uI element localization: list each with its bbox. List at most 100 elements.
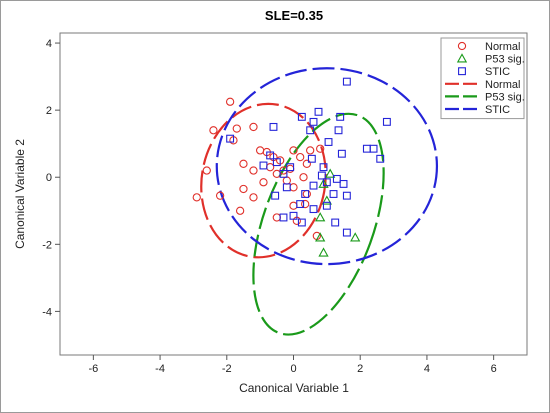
legend-label: P53 sig. [485,91,525,103]
ellipse-normal [200,102,327,259]
point-normal [215,191,225,200]
point-normal [225,97,235,106]
point-normal [259,178,268,187]
legend-label: STIC [485,66,510,78]
point-normal [255,146,265,155]
y-axis-label: Canonical Variable 2 [13,139,27,249]
point-stic [342,191,351,200]
point-p53-sig [321,195,332,205]
x-tick-label: -2 [222,363,232,375]
point-stic [266,151,275,160]
legend-item: Normal [457,41,520,53]
point-normal [302,159,311,168]
x-tick-label: 0 [290,363,296,375]
x-tick-label: 2 [357,363,363,375]
x-tick-label: -4 [155,363,165,375]
point-stic [297,218,306,227]
point-stic [279,213,288,222]
legend-marker-swatch [457,41,467,51]
point-stic [286,163,295,172]
point-stic [282,183,291,192]
x-axis-label: Canonical Variable 1 [239,381,349,395]
point-stic [272,158,281,167]
point-normal [239,184,248,194]
legend-marker-swatch [456,53,468,63]
point-stic [306,126,315,135]
point-stic [382,117,391,126]
y-tick-label: -4 [42,306,52,318]
point-stic [376,154,385,163]
legend-label: Normal [485,79,520,91]
point-normal [289,146,298,155]
point-stic [309,205,318,214]
y-tick-label: 4 [46,38,52,50]
legend-item: Normal [445,79,520,91]
legend-label: P53 sig. [485,54,525,66]
point-normal [202,166,211,175]
point-normal [235,206,245,215]
point-p53-sig [350,232,361,242]
point-stic [342,77,351,86]
ellipse-p53-sig [252,112,385,336]
point-normal [232,124,241,133]
point-normal [301,199,310,209]
legend-item: STIC [445,104,510,116]
point-p53-sig [315,212,326,222]
ellipse-stic [215,67,439,266]
x-tick-label: 4 [424,363,430,375]
point-normal [192,193,201,202]
point-normal [249,193,258,202]
point-stic [334,126,343,135]
legend-label: STIC [485,104,510,116]
y-tick-label: 2 [46,105,52,117]
points-layer [192,77,391,257]
point-p53-sig [318,247,329,257]
point-stic [279,169,288,178]
point-normal [299,173,308,182]
point-stic [336,112,345,121]
x-tick-label: 6 [491,363,497,375]
point-p53-sig [315,232,326,242]
point-stic [322,201,331,210]
point-stic [307,154,316,163]
point-stic [289,211,298,220]
point-stic [309,181,318,190]
point-stic [314,107,323,116]
point-stic [329,190,338,198]
legend-marker-swatch [458,67,466,76]
point-stic [269,122,278,131]
x-tick-label: -6 [88,363,98,375]
point-stic [324,138,333,146]
legend-item: P53 sig. [456,53,525,66]
point-stic [226,134,235,143]
legend-item: STIC [458,66,510,78]
legend-box [440,37,525,120]
point-stic [322,178,331,187]
point-stic [319,163,328,172]
y-tick-label: -2 [42,239,52,251]
point-stic [331,218,340,227]
point-stic [339,179,348,188]
point-stic [342,228,351,237]
chart-title: SLE=0.35 [265,8,323,23]
point-normal [316,144,325,153]
y-tick-label: 0 [46,172,52,184]
point-stic [301,190,310,198]
legend-item: P53 sig. [445,91,525,103]
axes-layer: -6 -4 -2 0 2 4 6 -4 -2 0 2 4 [42,38,496,375]
point-stic [309,117,318,126]
point-stic [259,161,268,170]
point-normal [249,166,258,175]
point-stic [337,149,346,158]
point-stic [296,200,305,209]
point-normal [249,122,258,132]
point-stic [317,171,326,180]
point-normal [239,159,248,168]
point-normal [306,146,315,155]
point-stic [297,112,306,121]
ellipses-layer [200,67,439,336]
point-p53-sig [318,178,329,188]
legend-label: Normal [485,41,520,53]
